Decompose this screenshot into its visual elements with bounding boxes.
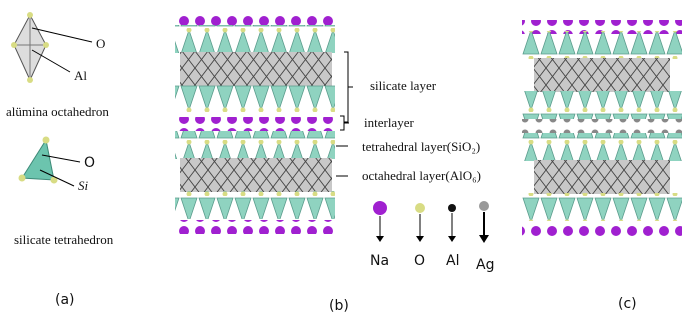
panel-label: (c) bbox=[618, 296, 637, 312]
panel-label: (a) bbox=[55, 292, 75, 308]
figure: O Al alümina octahedron O Si silicate te… bbox=[0, 0, 688, 320]
label: Si bbox=[78, 178, 89, 193]
legend-label: O bbox=[414, 253, 425, 269]
structure-c bbox=[522, 20, 682, 236]
structure-b bbox=[175, 14, 335, 234]
layer-label: octahedral layer(AlO₆) bbox=[362, 168, 481, 183]
caption: alümina octahedron bbox=[6, 104, 109, 119]
legend-label: Al bbox=[446, 253, 459, 269]
label: O bbox=[96, 36, 105, 51]
tetrahedron-icon bbox=[19, 137, 81, 187]
layer-label: interlayer bbox=[364, 115, 414, 130]
label: O bbox=[84, 155, 95, 171]
legend-label: Ag bbox=[476, 257, 494, 273]
layer-label: tetrahedral layer(SiO₂) bbox=[362, 139, 480, 154]
panel-label: (b) bbox=[329, 298, 349, 314]
caption: silicate tetrahedron bbox=[14, 232, 114, 247]
legend-symbols bbox=[373, 201, 489, 243]
label: Al bbox=[74, 68, 87, 83]
brackets bbox=[336, 52, 353, 176]
legend-label: Na bbox=[370, 253, 389, 269]
layer-label: silicate layer bbox=[370, 78, 437, 93]
